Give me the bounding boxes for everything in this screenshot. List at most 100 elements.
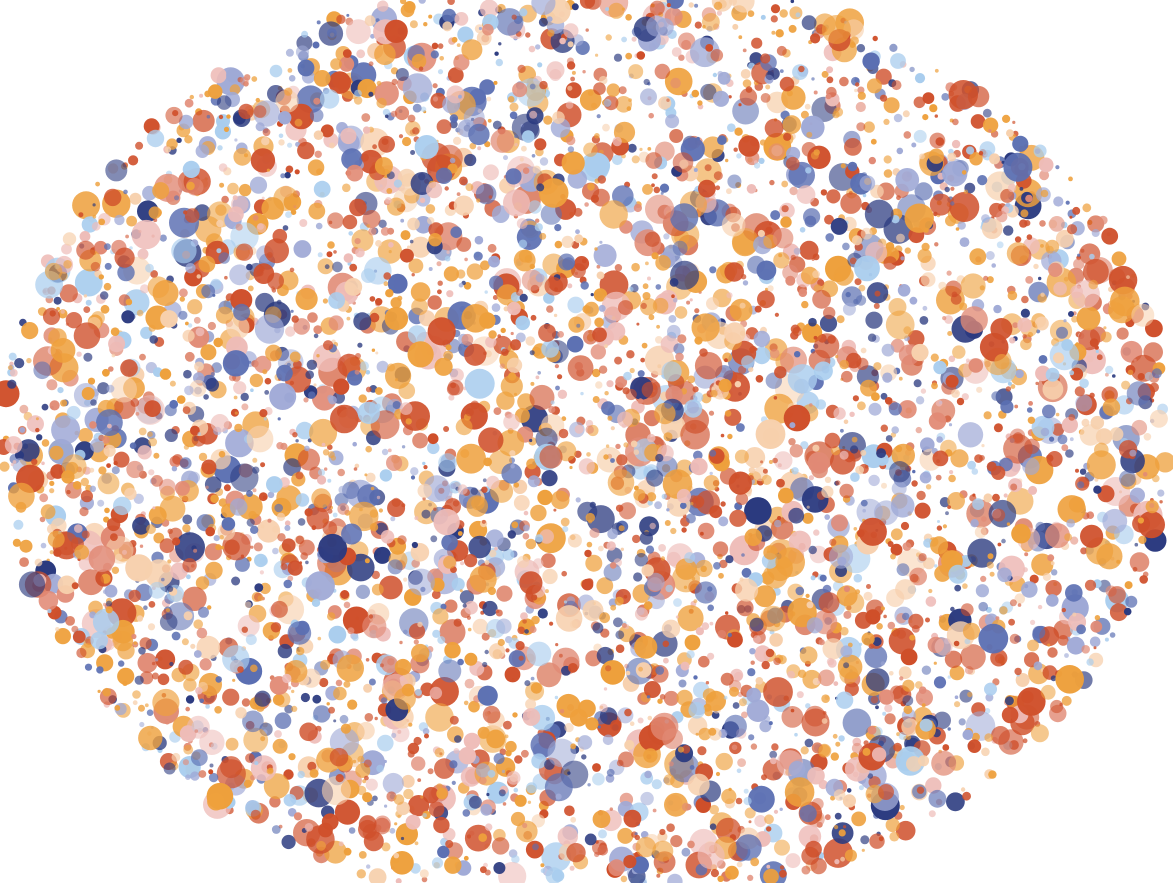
dot	[319, 89, 340, 109]
dot	[309, 108, 324, 123]
dot	[147, 623, 156, 631]
dot	[797, 669, 807, 678]
dot	[340, 590, 350, 599]
dot	[499, 363, 506, 369]
dot	[610, 426, 615, 431]
dot	[1006, 522, 1011, 526]
dot	[106, 463, 111, 468]
dot	[408, 623, 426, 640]
dot	[639, 147, 643, 151]
dot	[671, 294, 675, 299]
dot	[157, 673, 170, 686]
dot	[432, 83, 438, 89]
dot	[1139, 575, 1148, 584]
dot	[860, 449, 867, 456]
dot	[827, 335, 836, 344]
dot	[26, 357, 32, 364]
dot	[928, 810, 936, 818]
dot	[42, 307, 61, 325]
dot	[480, 866, 487, 874]
dot	[662, 640, 670, 648]
dot	[126, 215, 137, 227]
dot	[639, 516, 660, 537]
dot	[615, 504, 624, 512]
dot	[981, 747, 990, 757]
dot	[1112, 374, 1116, 378]
dot	[511, 14, 517, 20]
dot	[843, 825, 847, 829]
dot	[400, 0, 407, 5]
dot	[677, 746, 685, 753]
dot	[950, 449, 969, 468]
dot	[640, 357, 646, 363]
dot	[1072, 206, 1081, 215]
dot	[920, 437, 935, 453]
dot	[411, 756, 426, 771]
dot	[508, 650, 526, 668]
dot	[1070, 367, 1084, 381]
dot	[1101, 227, 1119, 245]
dot	[701, 622, 710, 630]
dot	[643, 681, 661, 698]
dot	[389, 827, 396, 834]
dot	[517, 626, 525, 635]
dot	[734, 381, 742, 388]
dot	[1039, 170, 1050, 181]
dot	[818, 639, 825, 646]
dot	[950, 186, 955, 191]
dot	[700, 83, 717, 101]
dot	[1079, 468, 1087, 475]
dot	[364, 558, 370, 564]
dot	[769, 348, 780, 359]
dot	[318, 533, 348, 563]
dot	[78, 569, 104, 596]
dot	[226, 68, 241, 83]
dot	[232, 678, 236, 682]
dot	[287, 560, 303, 576]
dot	[454, 735, 462, 743]
dot	[595, 53, 599, 57]
dot	[1057, 495, 1086, 524]
dot	[35, 427, 40, 433]
dot	[646, 492, 657, 502]
dot	[343, 601, 351, 609]
dot	[789, 444, 803, 458]
dot	[402, 73, 433, 103]
dot	[410, 150, 416, 155]
dot	[901, 718, 919, 736]
dot	[982, 108, 992, 118]
dot	[531, 814, 545, 828]
dot	[88, 545, 116, 572]
dot	[843, 610, 852, 619]
dot	[432, 608, 449, 625]
dot	[992, 508, 1006, 522]
dot	[117, 667, 135, 685]
dot	[596, 114, 601, 119]
dot	[788, 761, 806, 778]
dot	[111, 566, 120, 574]
dot	[1124, 581, 1133, 590]
dot	[840, 856, 845, 862]
dot	[932, 450, 949, 467]
dot	[978, 151, 984, 156]
dot	[571, 3, 579, 11]
dot	[867, 773, 874, 779]
dot	[754, 347, 758, 351]
dot	[537, 608, 548, 619]
dot	[1143, 433, 1152, 441]
dot	[497, 334, 502, 338]
dot	[79, 507, 89, 517]
dot	[850, 445, 859, 454]
dot	[593, 244, 617, 267]
dot	[285, 165, 294, 174]
dot	[518, 239, 528, 249]
dot	[947, 152, 957, 162]
dot	[344, 278, 363, 296]
dot	[459, 590, 474, 605]
dot	[78, 212, 84, 218]
dot	[550, 490, 570, 510]
dot	[365, 472, 376, 483]
dot	[368, 868, 387, 883]
dot	[628, 98, 632, 102]
dot	[899, 804, 905, 811]
